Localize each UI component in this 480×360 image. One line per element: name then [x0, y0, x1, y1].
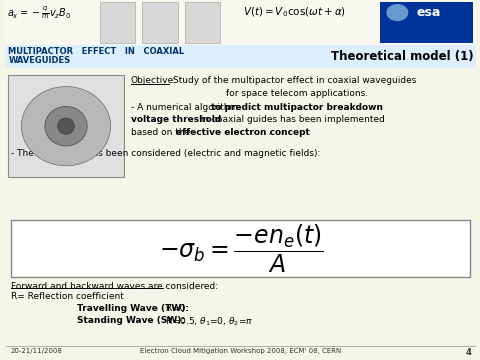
Text: Objective:: Objective:: [131, 76, 177, 85]
Text: Electron Cloud Mitigation Workshop 2008, ECM' 08, CERN: Electron Cloud Mitigation Workshop 2008,…: [140, 348, 342, 354]
Ellipse shape: [45, 107, 87, 146]
Text: in coaxial guides has been implemented: in coaxial guides has been implemented: [195, 115, 385, 124]
Text: Standing Wave (SW):: Standing Wave (SW):: [77, 316, 185, 325]
Text: Forward and backward waves are considered:: Forward and backward waves are considere…: [11, 282, 218, 291]
Text: 4: 4: [465, 348, 471, 357]
Ellipse shape: [58, 118, 74, 134]
Text: voltage threshold: voltage threshold: [131, 115, 221, 124]
Bar: [11, 220, 470, 277]
Ellipse shape: [22, 87, 110, 166]
Text: based on the: based on the: [131, 128, 192, 137]
Text: - The TEM mode has been considered (electric and magnetic fields):: - The TEM mode has been considered (elec…: [11, 149, 320, 158]
Text: esa: esa: [417, 6, 441, 19]
Text: R= Reflection coefficient: R= Reflection coefficient: [11, 292, 124, 301]
Text: R=0: R=0: [163, 304, 185, 313]
Text: effective electron concept: effective electron concept: [176, 128, 310, 137]
Bar: [6, 0, 476, 45]
Text: MULTIPACTOR   EFFECT   IN   COAXIAL: MULTIPACTOR EFFECT IN COAXIAL: [9, 47, 185, 56]
Text: $-\sigma_b = \dfrac{-en_e(t)}{A}$: $-\sigma_b = \dfrac{-en_e(t)}{A}$: [158, 222, 324, 275]
Bar: [9, 75, 123, 177]
Circle shape: [387, 5, 408, 21]
Bar: [143, 2, 178, 43]
Bar: [185, 2, 220, 43]
Text: to predict multipactor breakdown: to predict multipactor breakdown: [211, 103, 384, 112]
Bar: [380, 2, 473, 43]
Text: 20-21/11/2008: 20-21/11/2008: [11, 348, 63, 354]
Text: .: .: [268, 128, 271, 137]
Bar: [100, 2, 135, 43]
Text: Study of the multipactor effect in coaxial waveguides: Study of the multipactor effect in coaxi…: [170, 76, 417, 85]
Text: - A numerical algorithm: - A numerical algorithm: [131, 103, 240, 112]
Text: Travelling Wave (TW):: Travelling Wave (TW):: [77, 304, 189, 313]
Bar: [6, 45, 476, 68]
Text: WAVEGUIDES: WAVEGUIDES: [9, 56, 71, 65]
Text: for space telecom applications.: for space telecom applications.: [226, 89, 368, 98]
Text: R=0.5, $\theta_1$=0, $\theta_2$=$\pi$: R=0.5, $\theta_1$=0, $\theta_2$=$\pi$: [163, 316, 253, 328]
Text: Theoretical model (1): Theoretical model (1): [331, 50, 473, 63]
Text: $V(t) = V_0\cos(\omega t + \alpha)$: $V(t) = V_0\cos(\omega t + \alpha)$: [243, 6, 347, 19]
Text: $a_x = -\frac{q}{m}v_z B_0$: $a_x = -\frac{q}{m}v_z B_0$: [7, 4, 71, 21]
